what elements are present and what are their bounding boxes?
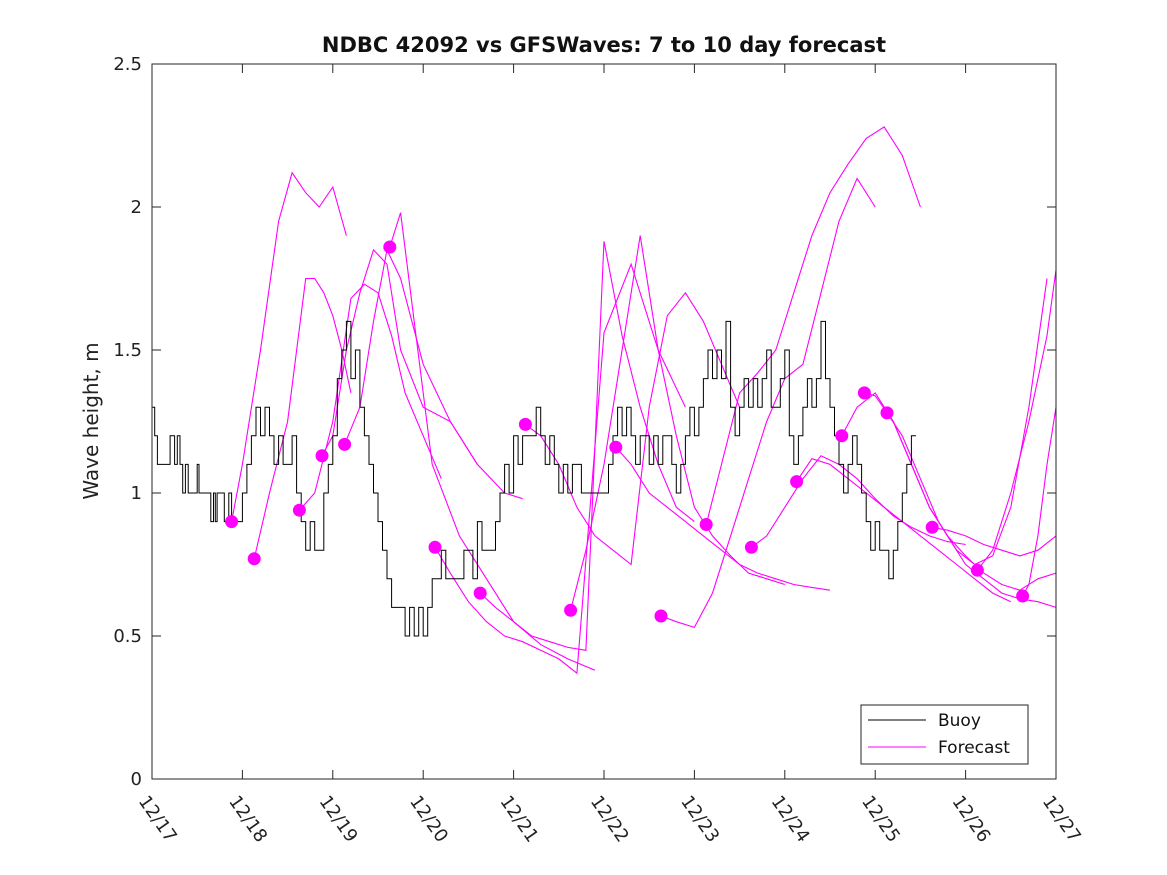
forecast-marker [790, 475, 804, 489]
legend-buoy-label: Buoy [938, 711, 981, 731]
forecast-series-10 [570, 235, 785, 611]
forecast-marker [225, 515, 239, 529]
forecast-marker [1016, 589, 1030, 603]
forecast-series-14 [751, 455, 966, 548]
forecast-series-2 [253, 277, 352, 559]
forecast-marker [880, 406, 894, 420]
forecast-series-13 [705, 126, 921, 525]
forecast-series-1 [231, 171, 347, 522]
legend-forecast-label: Forecast [938, 738, 1010, 758]
forecast-marker [315, 449, 329, 463]
buoy-series [152, 320, 916, 637]
forecast-marker [292, 503, 306, 517]
forecast-series-5 [344, 248, 523, 500]
forecast-marker [699, 518, 713, 531]
y-axis: 0 0.5 1 1.5 2 2.5 [113, 54, 1056, 790]
forecast-marker [338, 437, 352, 451]
forecast-series-12 [660, 177, 876, 629]
forecast-series-20 [976, 269, 1057, 571]
forecast-series-7 [434, 262, 686, 675]
forecast-series-11 [615, 446, 831, 591]
forecast-marker [518, 417, 532, 431]
y-tick-label: 1 [131, 483, 142, 504]
y-tick-label: 0 [131, 769, 142, 790]
forecast-marker [609, 440, 623, 454]
buoy-line-group [152, 320, 916, 637]
forecast-marker [835, 429, 849, 443]
y-tick-label: 0.5 [113, 626, 142, 647]
forecast-markers [225, 240, 1030, 623]
legend-box [860, 704, 1029, 765]
y-tick-label: 2 [131, 197, 142, 218]
forecast-marker [857, 386, 871, 400]
forecast-series-4 [321, 248, 478, 465]
legend: Buoy Forecast [860, 704, 1029, 765]
forecast-marker [247, 552, 261, 566]
y-tick-label: 2.5 [113, 54, 142, 75]
forecast-marker [970, 563, 984, 577]
y-tick-label: 1.5 [113, 340, 142, 361]
forecast-marker [564, 603, 578, 617]
forecast-marker [925, 520, 939, 534]
forecast-marker [428, 540, 442, 554]
forecast-marker [744, 540, 758, 554]
forecast-series-21 [1022, 407, 1057, 597]
forecast-marker [383, 240, 397, 254]
y-axis-label: Wave height, m [79, 342, 103, 499]
forecast-marker [654, 609, 668, 623]
chart-title: NDBC 42092 vs GFSWaves: 7 to 10 day fore… [322, 33, 886, 57]
forecast-marker [473, 586, 487, 600]
